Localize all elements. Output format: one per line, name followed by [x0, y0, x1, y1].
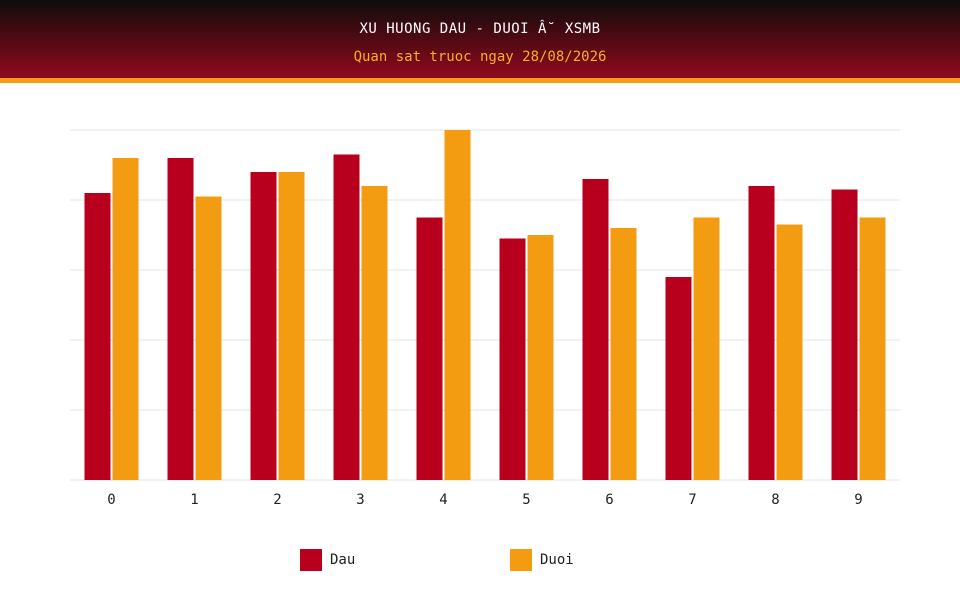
bar-duoi-2 — [278, 172, 305, 480]
bar-duoi-4 — [444, 130, 471, 480]
bar-duoi-3 — [361, 186, 388, 480]
legend-item-dau: Dau — [300, 549, 355, 571]
legend-label-dau: Dau — [330, 552, 356, 568]
bar-duoi-7 — [693, 217, 720, 480]
bar-duoi-0 — [112, 158, 139, 480]
bar-dau-7 — [665, 277, 692, 480]
x-tick-label: 6 — [605, 492, 613, 508]
bar-dau-1 — [167, 158, 194, 480]
bar-duoi-1 — [195, 196, 222, 480]
x-tick-label: 2 — [273, 492, 281, 508]
legend-swatch-dau — [300, 549, 322, 571]
header-accent-stripe — [0, 78, 960, 83]
legend-item-duoi: Duoi — [510, 549, 574, 571]
bar-dau-5 — [499, 238, 526, 480]
x-tick-label: 5 — [522, 492, 530, 508]
bar-duoi-5 — [527, 235, 554, 480]
legend-swatch-duoi — [510, 549, 532, 571]
bar-dau-3 — [333, 154, 360, 480]
bar-duoi-9 — [859, 217, 886, 480]
x-tick-label: 7 — [688, 492, 696, 508]
x-tick-label: 3 — [356, 492, 364, 508]
bar-duoi-8 — [776, 224, 803, 480]
bar-dau-4 — [416, 217, 443, 480]
x-tick-label: 0 — [107, 492, 115, 508]
bar-dau-8 — [748, 186, 775, 480]
legend-label-duoi: Duoi — [540, 552, 574, 568]
bar-dau-9 — [831, 189, 858, 480]
bar-dau-0 — [84, 193, 111, 480]
chart-header — [0, 0, 960, 78]
x-tick-label: 1 — [190, 492, 198, 508]
bar-dau-2 — [250, 172, 277, 480]
chart-subtitle: Quan sat truoc ngay 28/08/2026 — [353, 49, 607, 65]
x-tick-label: 9 — [854, 492, 862, 508]
x-tick-label: 4 — [439, 492, 447, 508]
x-tick-label: 8 — [771, 492, 779, 508]
bar-duoi-6 — [610, 228, 637, 480]
chart-title: XU HUONG DAU - DUOI Â˘ XSMB — [359, 21, 601, 37]
bar-dau-6 — [582, 179, 609, 480]
